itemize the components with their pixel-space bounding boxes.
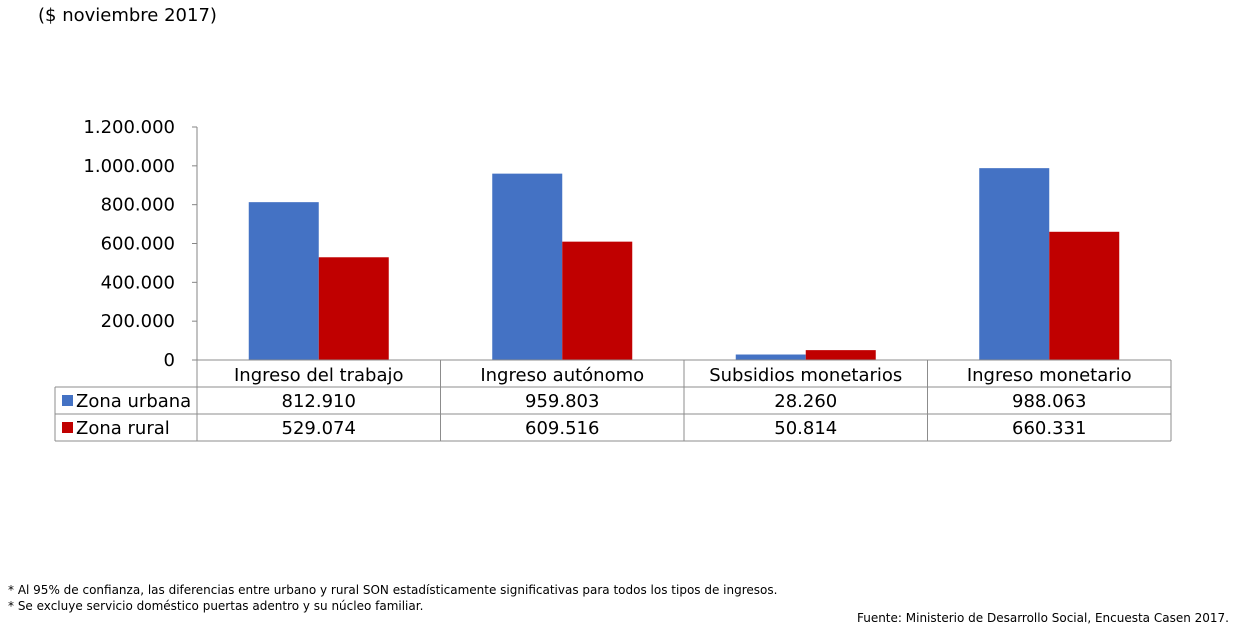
category-label: Subsidios monetarios [709,365,902,386]
data-value: 812.910 [282,391,356,412]
y-axis: 0 200.000 400.000 600.000 800.000 1.000.000 1.… [83,117,198,371]
bar-urbana [248,202,319,360]
y-tick-label: 400.000 [101,272,175,293]
bar-rural [562,241,633,360]
y-tick-label: 600.000 [101,234,175,255]
y-tick-label: 0 [164,350,175,371]
bar-urbana [979,168,1050,360]
y-tick-label: 200.000 [101,311,175,332]
data-value: 660.331 [1012,418,1086,439]
legend-key [62,422,73,433]
bar-urbana [735,354,806,360]
bars [248,168,1120,360]
bar-chart: 0 200.000 400.000 600.000 800.000 1.000.000 1.… [54,117,1172,442]
source-note: Fuente: Ministerio de Desarrollo Social,… [856,611,1229,625]
y-tick-label: 1.200.000 [83,117,175,138]
category-label: Ingreso autónomo [480,365,644,386]
data-value: 28.260 [774,391,837,412]
series-name: Zona urbana [76,391,191,412]
y-tick-label: 800.000 [101,195,175,216]
series-name: Zona rural [76,418,170,439]
data-value: 988.063 [1012,391,1086,412]
category-label: Ingreso monetario [967,365,1132,386]
bar-urbana [492,173,563,360]
bar-rural [805,350,876,360]
y-tick-label: 1.000.000 [83,156,175,177]
data-value: 529.074 [282,418,356,439]
data-value: 959.803 [525,391,599,412]
chart-subtitle: ($ noviembre 2017) [38,5,217,26]
footnote-exclusion: * Se excluye servicio doméstico puertas … [8,599,424,613]
data-table: Ingreso del trabajo Ingreso autónomo Subsi… [54,359,1172,442]
data-value: 609.516 [525,418,599,439]
category-label: Ingreso del trabajo [234,365,404,386]
footnote-confidence: * Al 95% de confianza, las diferencias e… [8,583,778,597]
bar-rural [1049,231,1120,360]
bar-rural [318,257,389,360]
data-value: 50.814 [774,418,837,439]
legend-key [62,395,73,406]
